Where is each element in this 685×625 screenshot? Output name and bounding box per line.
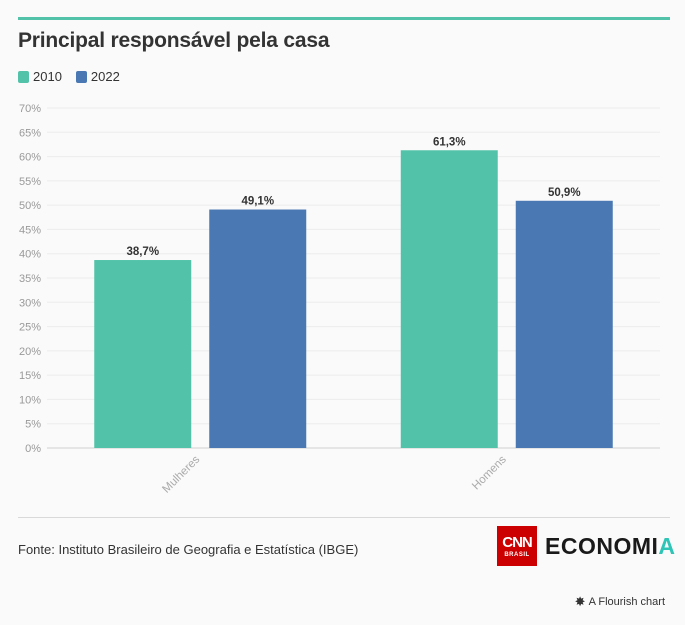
bar-2010-homens[interactable] bbox=[400, 150, 498, 448]
cnn-brasil-logo: CNN BRASIL bbox=[497, 526, 537, 566]
y-tick-label: 45% bbox=[19, 224, 41, 236]
y-tick-label: 5% bbox=[25, 419, 41, 431]
x-tick-label: Homens bbox=[470, 453, 509, 492]
y-tick-label: 50% bbox=[19, 200, 41, 212]
chart-title: Principal responsável pela casa bbox=[18, 29, 330, 52]
y-tick-label: 10% bbox=[19, 394, 41, 406]
bar-2022-mulheres[interactable] bbox=[209, 209, 307, 448]
data-label: 61,3% bbox=[433, 136, 466, 148]
chart-legend: 2010 2022 bbox=[18, 69, 120, 84]
top-accent-rule bbox=[18, 17, 670, 20]
legend-item-2010[interactable]: 2010 bbox=[18, 69, 62, 84]
legend-label-2010: 2010 bbox=[33, 69, 62, 84]
legend-swatch-2010 bbox=[18, 70, 29, 83]
data-label: 49,1% bbox=[241, 196, 274, 208]
flourish-credit-link[interactable]: ✸ A Flourish chart bbox=[575, 595, 665, 608]
legend-item-2022[interactable]: 2022 bbox=[75, 69, 120, 84]
data-label: 50,9% bbox=[548, 187, 581, 199]
flourish-star-icon: ✸ bbox=[574, 594, 586, 609]
y-tick-label: 0% bbox=[25, 443, 41, 455]
cnn-logo-word: CNN bbox=[502, 533, 532, 551]
legend-label-2022: 2022 bbox=[90, 69, 120, 84]
y-tick-label: 55% bbox=[19, 176, 41, 188]
y-tick-label: 60% bbox=[19, 152, 41, 164]
footer-divider bbox=[18, 517, 670, 518]
data-label: 38,7% bbox=[126, 246, 159, 258]
cnn-economia-logo: CNN BRASIL ECONOMIA bbox=[497, 526, 676, 566]
economia-wordmark: ECONOMIA bbox=[545, 533, 676, 560]
bar-2010-mulheres[interactable] bbox=[94, 260, 192, 448]
cnn-logo-sub: BRASIL bbox=[504, 551, 530, 558]
bar-chart: 0% 5% 10% 15% 20% 25% 30% 35% 40% 45% 50% 55% 60% 65%… bbox=[19, 103, 660, 496]
y-tick-label: 40% bbox=[19, 249, 41, 261]
y-tick-label: 15% bbox=[19, 370, 41, 382]
x-tick-label: Mulheres bbox=[160, 453, 202, 495]
flourish-credit-text: A Flourish chart bbox=[588, 595, 665, 608]
y-tick-label: 20% bbox=[19, 346, 41, 358]
y-tick-label: 25% bbox=[19, 322, 41, 334]
source-note: Fonte: Instituto Brasileiro de Geografia… bbox=[18, 542, 359, 557]
economia-accent: A bbox=[658, 532, 676, 559]
bar-2022-homens[interactable] bbox=[515, 200, 613, 448]
economia-main: ECONOMI bbox=[545, 532, 659, 559]
y-tick-label: 70% bbox=[19, 103, 41, 115]
y-tick-label: 35% bbox=[19, 273, 41, 285]
y-tick-label: 65% bbox=[19, 127, 41, 139]
legend-swatch-2022 bbox=[75, 70, 87, 83]
y-tick-label: 30% bbox=[19, 297, 41, 309]
